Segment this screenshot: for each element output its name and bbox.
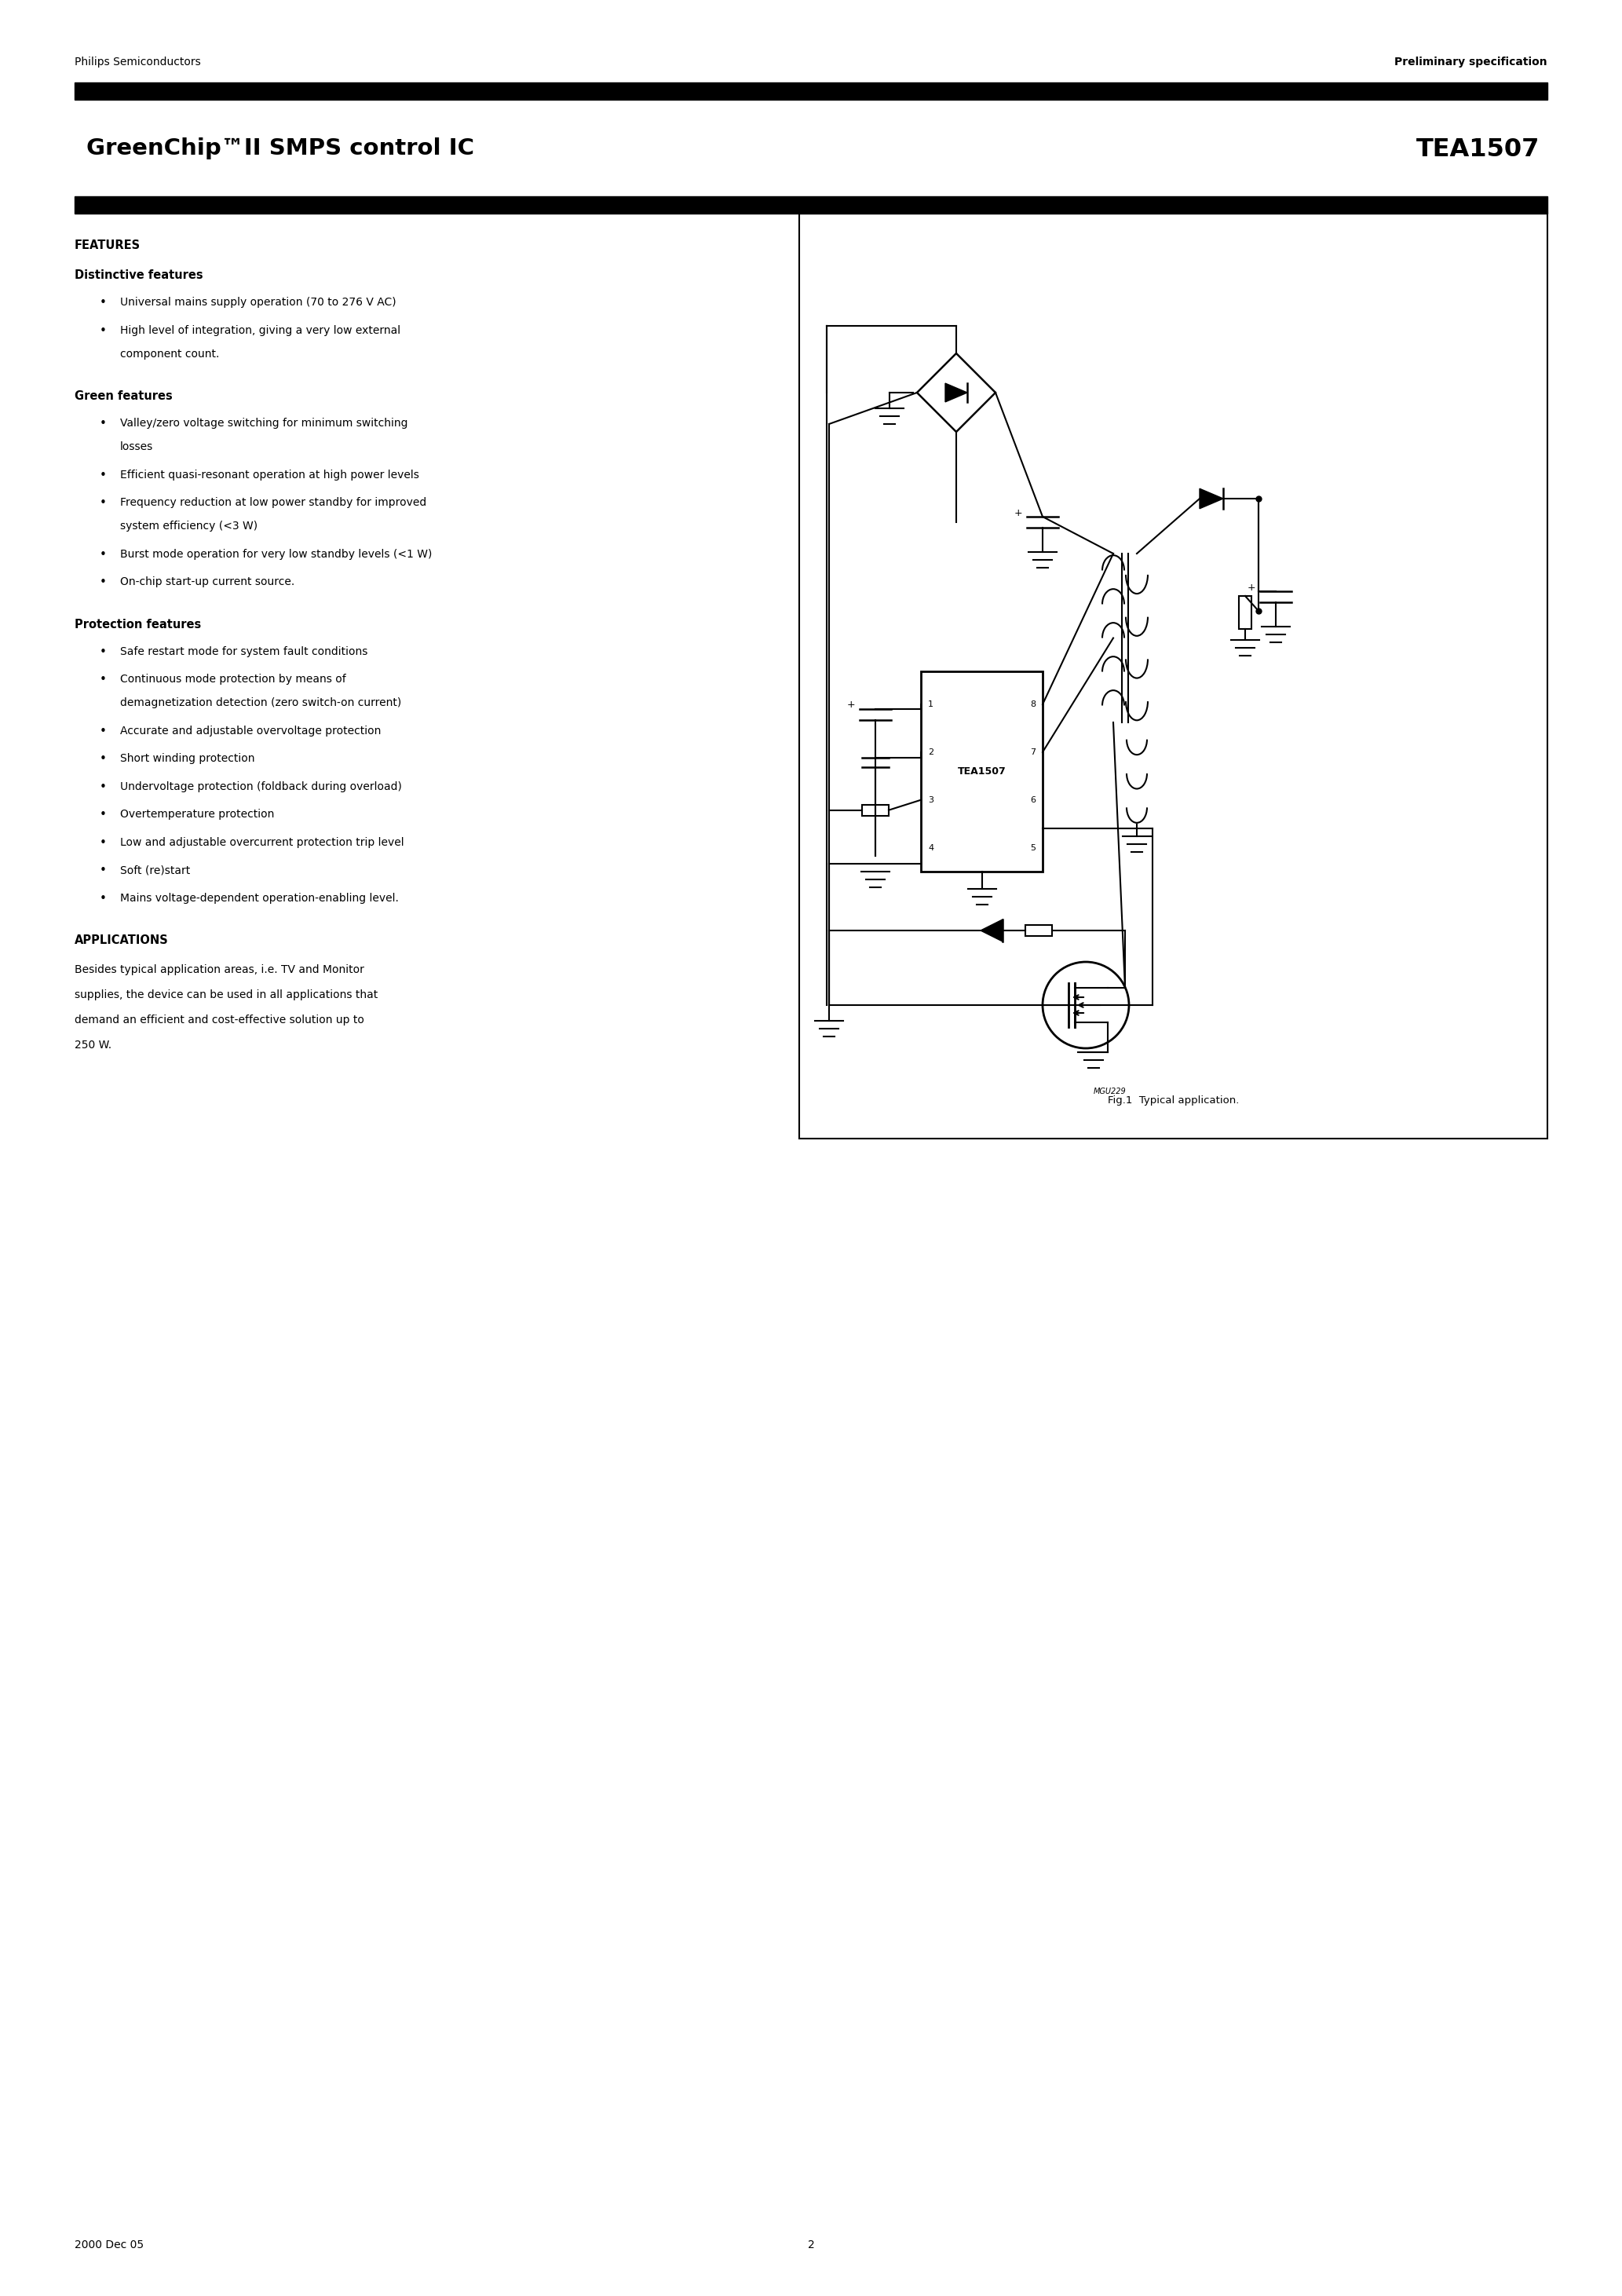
Text: Low and adjustable overcurrent protection trip level: Low and adjustable overcurrent protectio… (120, 836, 404, 847)
Polygon shape (981, 918, 1002, 941)
Text: Undervoltage protection (foldback during overload): Undervoltage protection (foldback during… (120, 781, 402, 792)
Text: •: • (99, 673, 107, 687)
Text: Valley/zero voltage switching for minimum switching: Valley/zero voltage switching for minimu… (120, 418, 407, 429)
Text: High level of integration, giving a very low external: High level of integration, giving a very… (120, 324, 401, 335)
Text: 250 W.: 250 W. (75, 1040, 112, 1052)
Text: +: + (1014, 507, 1022, 519)
Text: component count.: component count. (120, 349, 219, 358)
Bar (75, 195, 1547, 214)
Text: •: • (99, 576, 107, 588)
Text: Efficient quasi-resonant operation at high power levels: Efficient quasi-resonant operation at hi… (120, 468, 418, 480)
Text: 2: 2 (808, 2239, 814, 2250)
Text: Mains voltage-dependent operation-enabling level.: Mains voltage-dependent operation-enabli… (120, 893, 399, 902)
Text: 4: 4 (928, 845, 934, 852)
Text: 8: 8 (1030, 700, 1035, 707)
Text: •: • (99, 781, 107, 792)
Text: losses: losses (120, 441, 154, 452)
Text: •: • (99, 645, 107, 657)
Text: MGU229: MGU229 (1093, 1088, 1126, 1095)
Text: •: • (99, 418, 107, 429)
Text: supplies, the device can be used in all applications that: supplies, the device can be used in all … (75, 990, 378, 1001)
Bar (1025, 925, 1053, 937)
Text: demagnetization detection (zero switch-on current): demagnetization detection (zero switch-o… (120, 698, 401, 707)
Text: +: + (1247, 583, 1255, 592)
Polygon shape (946, 383, 967, 402)
Text: Short winding protection: Short winding protection (120, 753, 255, 765)
Text: Distinctive features: Distinctive features (75, 269, 203, 280)
Text: TEA1507: TEA1507 (1416, 138, 1539, 161)
Text: Burst mode operation for very low standby levels (<1 W): Burst mode operation for very low standb… (120, 549, 431, 560)
Text: •: • (99, 753, 107, 765)
Text: Continuous mode protection by means of: Continuous mode protection by means of (120, 673, 345, 684)
Bar (861, 804, 889, 815)
Text: Safe restart mode for system fault conditions: Safe restart mode for system fault condi… (120, 645, 368, 657)
Text: •: • (99, 549, 107, 560)
Text: GreenChip™II SMPS control IC: GreenChip™II SMPS control IC (86, 138, 474, 158)
Polygon shape (1200, 489, 1223, 510)
Text: Universal mains supply operation (70 to 276 V AC): Universal mains supply operation (70 to … (120, 296, 396, 308)
Bar (1239, 597, 1252, 629)
Text: •: • (99, 808, 107, 820)
Text: •: • (99, 726, 107, 737)
Text: 6: 6 (1030, 797, 1035, 804)
Text: Preliminary specification: Preliminary specification (1395, 57, 1547, 67)
Text: 7: 7 (1030, 748, 1035, 755)
Text: •: • (99, 893, 107, 905)
Text: Soft (re)start: Soft (re)start (120, 866, 190, 875)
Text: demand an efficient and cost-effective solution up to: demand an efficient and cost-effective s… (75, 1015, 365, 1026)
Text: 5: 5 (1030, 845, 1035, 852)
Bar (800, 214, 1547, 1139)
Text: Protection features: Protection features (75, 618, 201, 629)
Text: •: • (99, 836, 107, 850)
Text: FEATURES: FEATURES (75, 239, 141, 250)
Text: system efficiency (<3 W): system efficiency (<3 W) (120, 521, 258, 533)
Text: Frequency reduction at low power standby for improved: Frequency reduction at low power standby… (120, 496, 427, 507)
Text: •: • (99, 866, 107, 877)
Text: On-chip start-up current source.: On-chip start-up current source. (120, 576, 295, 588)
Text: TEA1507: TEA1507 (957, 767, 1006, 776)
Text: •: • (99, 468, 107, 480)
Text: •: • (99, 296, 107, 308)
Text: Overtemperature protection: Overtemperature protection (120, 808, 274, 820)
Bar (75, 83, 1547, 99)
Text: Green features: Green features (75, 390, 172, 402)
Text: Philips Semiconductors: Philips Semiconductors (75, 57, 201, 67)
Text: •: • (99, 496, 107, 510)
Text: APPLICATIONS: APPLICATIONS (75, 934, 169, 946)
Text: Accurate and adjustable overvoltage protection: Accurate and adjustable overvoltage prot… (120, 726, 381, 737)
Bar (921, 670, 1043, 872)
Text: Fig.1  Typical application.: Fig.1 Typical application. (1108, 1095, 1239, 1107)
Text: 3: 3 (928, 797, 934, 804)
Text: +: + (847, 700, 855, 709)
Text: •: • (99, 324, 107, 338)
Text: 1: 1 (928, 700, 934, 707)
Text: 2000 Dec 05: 2000 Dec 05 (75, 2239, 144, 2250)
Text: 2: 2 (928, 748, 934, 755)
Text: Besides typical application areas, i.e. TV and Monitor: Besides typical application areas, i.e. … (75, 964, 365, 976)
